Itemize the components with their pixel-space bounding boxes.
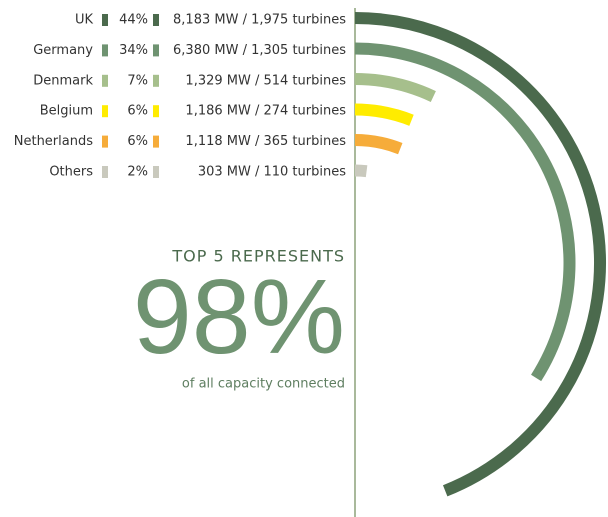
value-label: 7% (127, 73, 148, 88)
value-label: 6% (127, 104, 148, 119)
capacity-label: 8,183 MW / 1,975 turbines (173, 13, 346, 28)
value-label: 6% (127, 134, 148, 149)
legend-swatch (102, 135, 108, 148)
capacity-label: 1,118 MW / 365 turbines (185, 134, 346, 149)
legend-swatch (102, 105, 108, 118)
category-label: Netherlands (14, 134, 93, 149)
legend-swatch (153, 74, 159, 87)
category-label: UK (75, 13, 94, 28)
legend-swatch (102, 44, 108, 57)
headline-caption: TOP 5 REPRESENTS (171, 247, 345, 266)
legend-swatch (153, 105, 159, 118)
legend-swatch (153, 14, 159, 26)
value-label: 2% (127, 165, 148, 180)
arc-bar (354, 12, 606, 497)
value-label: 34% (119, 43, 148, 58)
value-label: 44% (119, 13, 148, 28)
category-label: Others (49, 165, 93, 180)
headline-value: 98% (133, 258, 345, 376)
arc-bar (354, 42, 576, 382)
arc-bar (354, 103, 414, 126)
legend-swatch (102, 166, 108, 178)
category-label: Belgium (40, 104, 93, 119)
legend-swatch (153, 135, 159, 148)
headline-note: of all capacity connected (182, 377, 345, 392)
capacity-label: 6,380 MW / 1,305 turbines (173, 43, 346, 58)
capacity-label: 1,186 MW / 274 turbines (185, 104, 346, 119)
legend-swatch (102, 14, 108, 26)
legend-swatch (153, 166, 159, 178)
category-label: Denmark (33, 73, 93, 88)
arc-bar (354, 73, 436, 102)
legend-swatch (153, 44, 159, 57)
category-label: Germany (33, 43, 93, 58)
capacity-label: 303 MW / 110 turbines (198, 165, 346, 180)
arc-bar (354, 164, 368, 178)
legend-swatch (102, 74, 108, 87)
capacity-label: 1,329 MW / 514 turbines (185, 73, 346, 88)
arc-bar (354, 134, 403, 155)
